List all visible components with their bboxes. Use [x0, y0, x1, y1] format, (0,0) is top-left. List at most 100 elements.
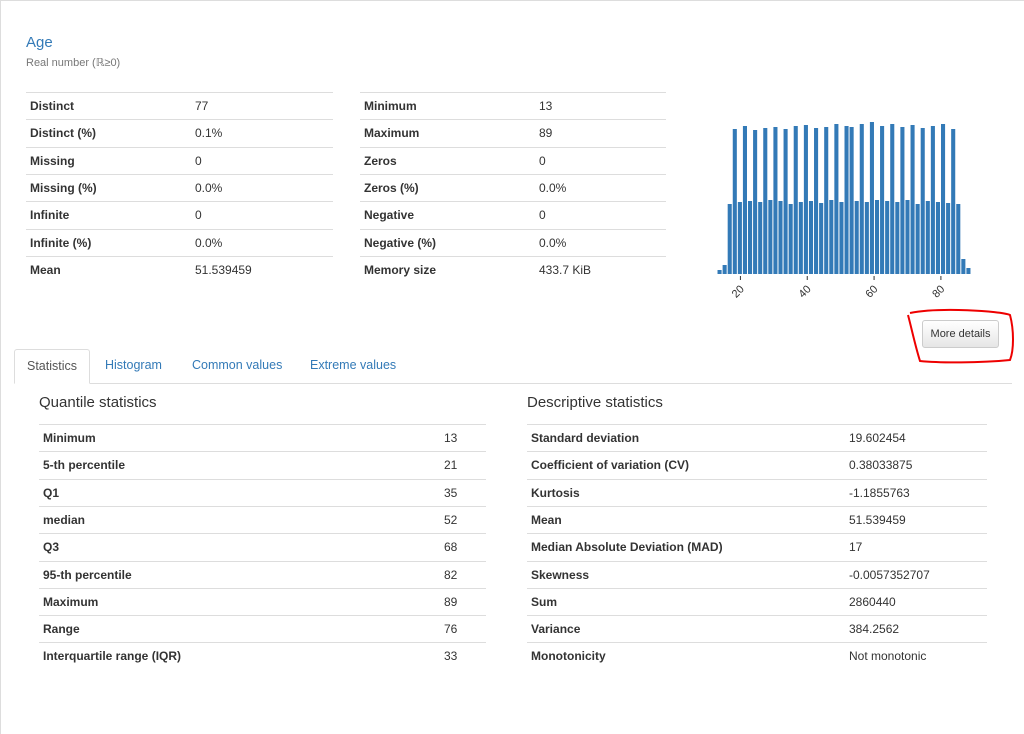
bar: [788, 204, 793, 274]
table-row: Distinct (%) 0.1%: [26, 119, 333, 146]
table-row: Negative 0: [360, 201, 666, 228]
more-details-button[interactable]: More details: [922, 320, 999, 348]
table-row: Median Absolute Deviation (MAD) 17: [527, 533, 987, 560]
row-value: 51.539459: [849, 512, 906, 527]
row-label: Coefficient of variation (CV): [531, 458, 690, 473]
table-row: Minimum 13: [39, 424, 486, 451]
row-value: 0.0%: [195, 235, 223, 250]
table-row: Kurtosis -1.1855763: [527, 478, 987, 506]
table-row: median 52: [39, 505, 486, 533]
bar: [778, 201, 783, 274]
row-label: Range: [43, 622, 80, 637]
row-label: Skewness: [531, 567, 590, 582]
bar: [829, 200, 834, 274]
row-label: Median Absolute Deviation (MAD): [531, 540, 723, 555]
row-label: median: [43, 512, 86, 527]
bar: [808, 201, 814, 274]
bar: [793, 126, 798, 274]
row-value: 433.7 KiB: [539, 262, 592, 277]
table-row: Missing (%) 0.0%: [26, 173, 333, 201]
bar: [783, 129, 788, 274]
row-value: 13: [444, 431, 458, 445]
table-row: 95-th percentile 82: [39, 560, 486, 588]
row-value: 76: [444, 622, 458, 637]
bar: [834, 124, 839, 274]
table-row: Infinite (%) 0.0%: [26, 228, 333, 256]
row-value: 2860440: [849, 594, 896, 609]
bar: [920, 128, 925, 274]
bar: [722, 265, 727, 274]
row-value: Not monotonic: [849, 649, 927, 664]
row-label: Infinite (%): [30, 235, 92, 250]
tab[interactable]: Histogram: [105, 358, 162, 372]
row-label: Memory size: [364, 262, 437, 277]
bar: [885, 201, 890, 274]
bar: [758, 202, 763, 274]
bar: [768, 200, 773, 274]
row-value: 68: [444, 540, 458, 555]
bar: [753, 130, 758, 274]
row-value: 0: [539, 208, 546, 223]
row-value: 33: [444, 649, 458, 664]
table-row: Maximum 89: [39, 587, 486, 615]
scribble: [907, 308, 1014, 364]
row-label: Variance: [531, 622, 581, 637]
bar: [803, 125, 808, 274]
row-label: Zeros: [364, 153, 397, 168]
row-value: 77: [195, 99, 209, 113]
bar: [859, 124, 864, 274]
bar: [874, 200, 880, 274]
bar: [732, 129, 737, 274]
bar: [956, 204, 961, 274]
bar: [773, 127, 778, 274]
table-row: Zeros 0: [360, 146, 666, 174]
bar: [763, 128, 768, 274]
x-tick-label: 80: [930, 283, 947, 300]
table-row: Minimum 13: [360, 92, 666, 119]
row-label: Minimum: [43, 431, 96, 445]
bar: [839, 202, 844, 274]
x-tick-label: 60: [863, 283, 880, 300]
bar: [910, 125, 915, 274]
row-label: Negative (%): [364, 235, 437, 250]
tab[interactable]: Common values: [192, 358, 283, 372]
row-value: 89: [539, 126, 553, 141]
bar: [854, 201, 859, 274]
table-row: Negative (%) 0.0%: [360, 228, 666, 256]
tab[interactable]: Extreme values: [310, 358, 397, 372]
frame-edge: [0, 0, 1, 734]
bar: [747, 201, 753, 274]
row-label: Negative: [364, 208, 415, 223]
row-label: Q3: [43, 540, 60, 555]
bar: [844, 126, 849, 274]
bar: [880, 126, 885, 274]
bar: [798, 202, 803, 274]
row-label: Missing (%): [30, 180, 97, 195]
table-row: Variance 384.2562: [527, 615, 987, 642]
row-label: Maximum: [43, 594, 99, 609]
section-title: Descriptive statistics: [527, 394, 663, 411]
x-tick-label: 20: [730, 283, 747, 300]
bar: [814, 128, 819, 274]
table-row: Missing 0: [26, 146, 333, 174]
row-value: 19.602454: [849, 431, 906, 445]
bar: [895, 202, 900, 274]
row-label: Kurtosis: [531, 485, 580, 500]
row-label: 95-th percentile: [43, 567, 132, 582]
row-value: 0: [195, 208, 202, 223]
bar: [905, 200, 910, 274]
table-row: Range 76: [39, 615, 486, 642]
bar: [819, 203, 824, 274]
bar: [961, 259, 966, 274]
row-value: 82: [444, 567, 458, 582]
row-label: Mean: [531, 512, 562, 527]
row-value: 0.0%: [539, 180, 567, 195]
variable-type: Real number (ℝ≥0): [26, 57, 121, 69]
bar: [737, 202, 742, 274]
row-value: 35: [444, 485, 458, 500]
bar: [824, 127, 829, 274]
tab[interactable]: Statistics: [14, 349, 91, 384]
row-value: 0.38033875: [849, 458, 913, 473]
row-value: 13: [539, 99, 553, 113]
